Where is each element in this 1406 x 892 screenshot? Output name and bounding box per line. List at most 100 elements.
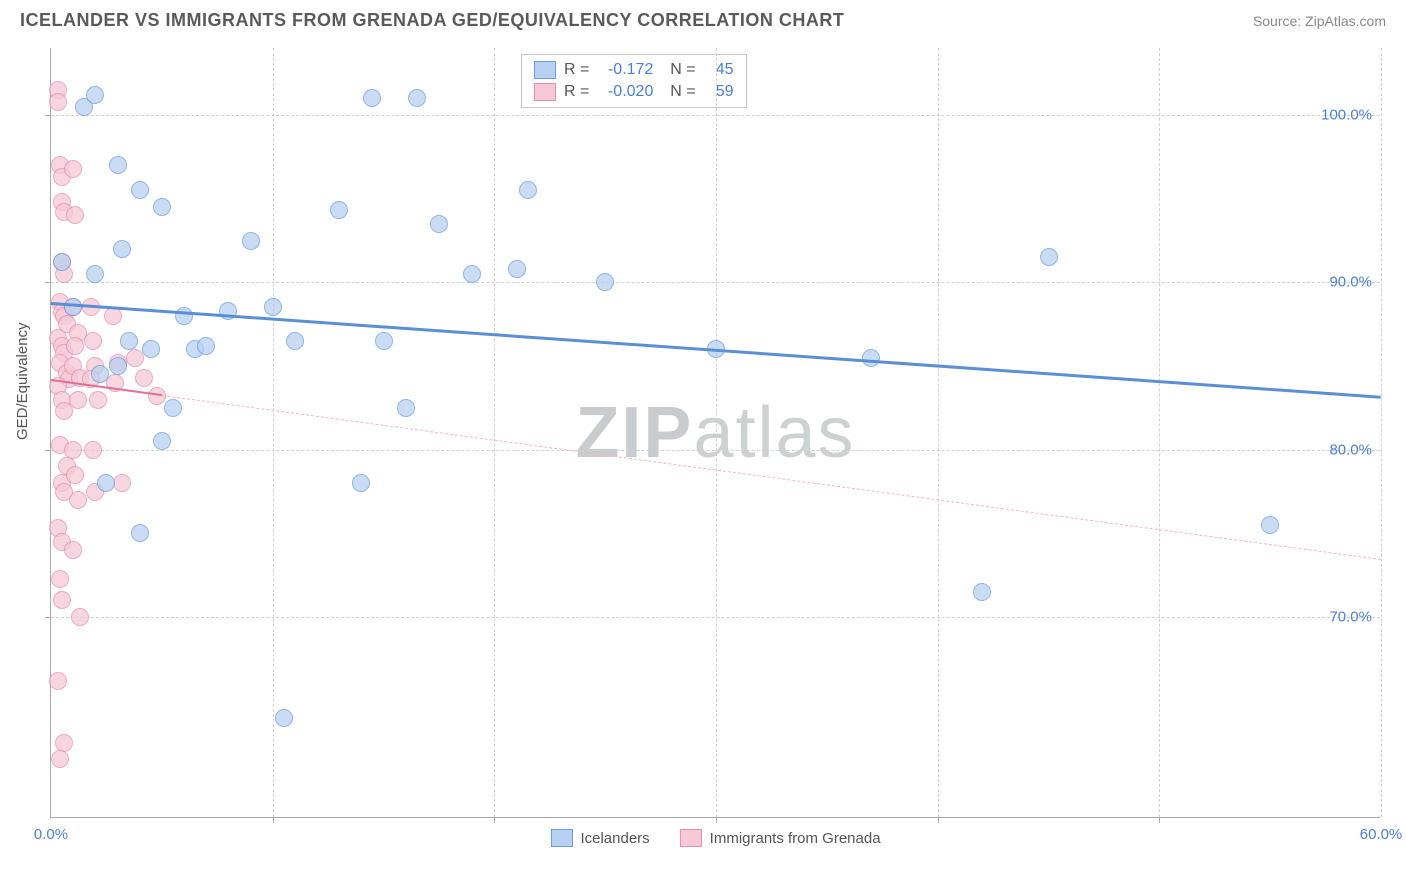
data-point: [375, 332, 393, 350]
swatch-series2: [534, 83, 556, 101]
x-axis-label: 60.0%: [1360, 826, 1403, 843]
r-label: R =: [564, 83, 589, 101]
x-tick: [494, 817, 495, 823]
data-point: [973, 583, 991, 601]
y-axis-label: 80.0%: [1329, 441, 1372, 458]
gridline-v: [716, 48, 717, 817]
data-point: [64, 160, 82, 178]
chart-header: ICELANDER VS IMMIGRANTS FROM GRENADA GED…: [0, 0, 1406, 37]
n-value-1: 45: [704, 61, 734, 79]
data-point: [408, 89, 426, 107]
data-point: [91, 365, 109, 383]
data-point: [508, 260, 526, 278]
gridline-v: [1381, 48, 1382, 817]
data-point: [175, 307, 193, 325]
data-point: [519, 181, 537, 199]
trend-line: [162, 395, 1381, 560]
gridline-v: [1159, 48, 1160, 817]
x-axis-label: 0.0%: [34, 826, 68, 843]
gridline-v: [273, 48, 274, 817]
data-point: [66, 466, 84, 484]
data-point: [142, 340, 160, 358]
data-point: [71, 608, 89, 626]
data-point: [69, 391, 87, 409]
legend-label-2: Immigrants from Grenada: [710, 830, 881, 847]
chart-legend: Icelanders Immigrants from Grenada: [550, 829, 880, 847]
data-point: [64, 441, 82, 459]
data-point: [113, 474, 131, 492]
data-point: [89, 391, 107, 409]
source-prefix: Source:: [1253, 13, 1305, 29]
r-label: R =: [564, 61, 589, 79]
n-label: N =: [661, 61, 695, 79]
y-tick: [45, 617, 51, 618]
stats-row-series2: R = -0.020 N = 59: [524, 81, 744, 103]
legend-swatch-2: [680, 829, 702, 847]
data-point: [397, 399, 415, 417]
data-point: [242, 232, 260, 250]
scatter-chart: ZIPatlas R = -0.172 N = 45 R = -0.020 N …: [50, 48, 1380, 818]
data-point: [463, 265, 481, 283]
watermark-rest: atlas: [693, 393, 855, 473]
r-value-2: -0.020: [597, 83, 653, 101]
data-point: [66, 206, 84, 224]
x-tick: [273, 817, 274, 823]
chart-title: ICELANDER VS IMMIGRANTS FROM GRENADA GED…: [20, 10, 844, 31]
data-point: [330, 201, 348, 219]
data-point: [197, 337, 215, 355]
data-point: [153, 432, 171, 450]
y-tick: [45, 282, 51, 283]
data-point: [53, 591, 71, 609]
swatch-series1: [534, 61, 556, 79]
legend-item-2: Immigrants from Grenada: [680, 829, 881, 847]
data-point: [164, 399, 182, 417]
gridline-v: [494, 48, 495, 817]
x-tick: [1159, 817, 1160, 823]
data-point: [66, 337, 84, 355]
data-point: [51, 750, 69, 768]
data-point: [1261, 516, 1279, 534]
y-axis-label: 70.0%: [1329, 609, 1372, 626]
data-point: [862, 349, 880, 367]
data-point: [51, 570, 69, 588]
data-point: [264, 298, 282, 316]
data-point: [109, 156, 127, 174]
data-point: [352, 474, 370, 492]
r-value-1: -0.172: [597, 61, 653, 79]
data-point: [275, 709, 293, 727]
data-point: [131, 181, 149, 199]
legend-label-1: Icelanders: [580, 830, 649, 847]
data-point: [363, 89, 381, 107]
data-point: [135, 369, 153, 387]
x-tick: [716, 817, 717, 823]
data-point: [153, 198, 171, 216]
data-point: [113, 240, 131, 258]
data-point: [109, 357, 127, 375]
data-point: [430, 215, 448, 233]
data-point: [97, 474, 115, 492]
y-tick: [45, 450, 51, 451]
stats-row-series1: R = -0.172 N = 45: [524, 59, 744, 81]
watermark-bold: ZIP: [575, 393, 693, 473]
data-point: [84, 332, 102, 350]
data-point: [84, 441, 102, 459]
n-label: N =: [661, 83, 695, 101]
data-point: [1040, 248, 1058, 266]
data-point: [596, 273, 614, 291]
data-point: [120, 332, 138, 350]
data-point: [53, 253, 71, 271]
data-point: [131, 524, 149, 542]
data-point: [64, 298, 82, 316]
y-axis-label: 100.0%: [1321, 106, 1372, 123]
n-value-2: 59: [704, 83, 734, 101]
legend-swatch-1: [550, 829, 572, 847]
y-axis-title: GED/Equivalency: [14, 322, 31, 440]
data-point: [64, 541, 82, 559]
data-point: [286, 332, 304, 350]
data-point: [86, 265, 104, 283]
legend-item-1: Icelanders: [550, 829, 649, 847]
y-tick: [45, 115, 51, 116]
source-name: ZipAtlas.com: [1305, 13, 1386, 29]
correlation-stats-box: R = -0.172 N = 45 R = -0.020 N = 59: [521, 54, 747, 108]
data-point: [86, 86, 104, 104]
